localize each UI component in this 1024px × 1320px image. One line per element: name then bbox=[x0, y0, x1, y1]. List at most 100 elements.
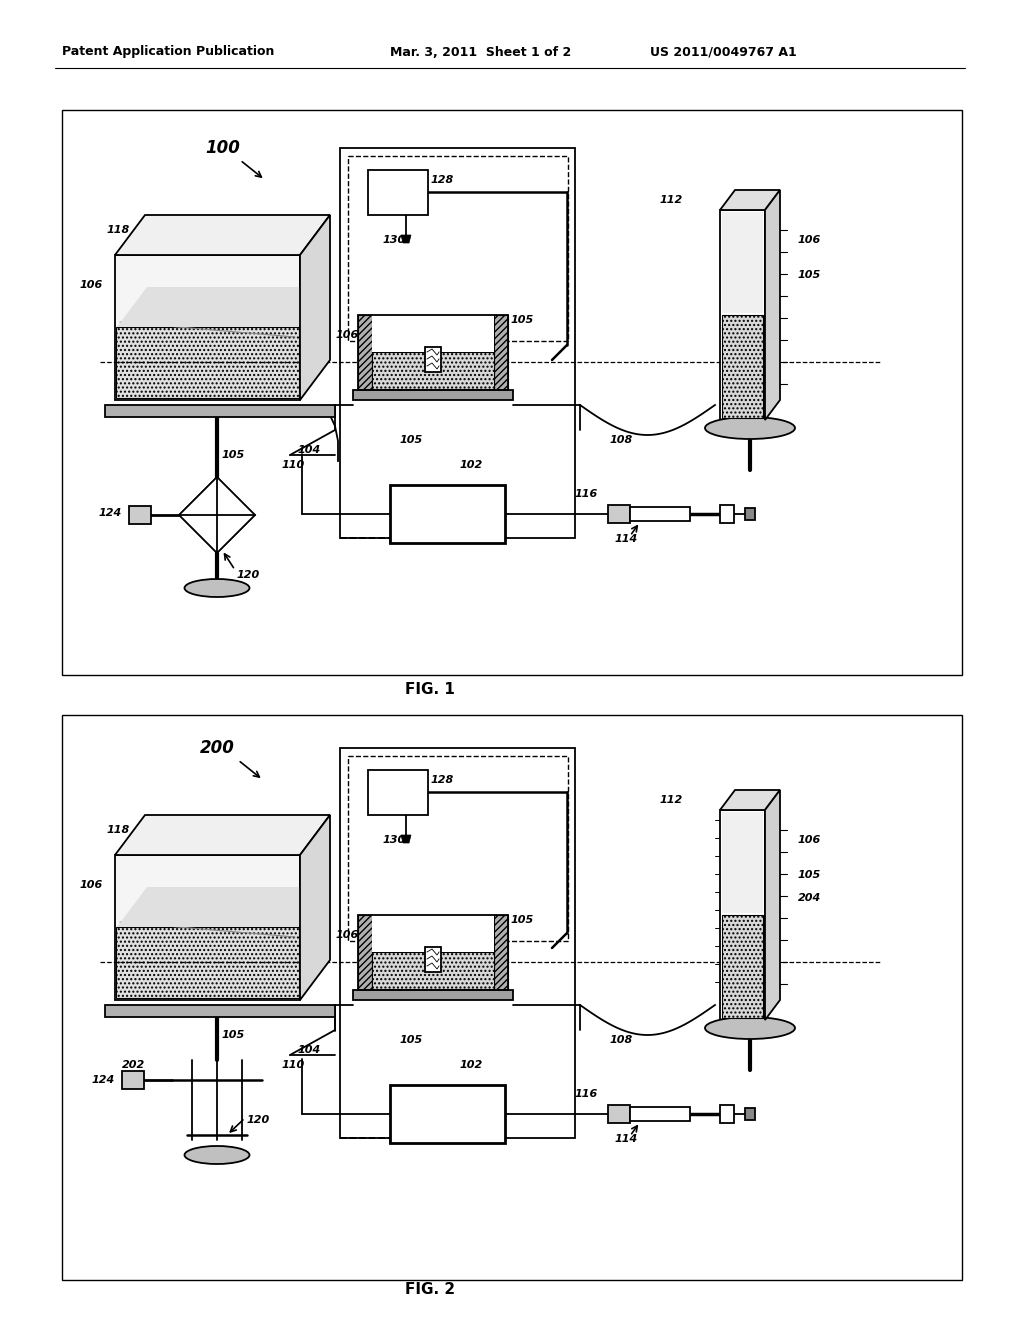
Text: 116: 116 bbox=[575, 1089, 598, 1100]
Text: FIG. 1: FIG. 1 bbox=[406, 682, 455, 697]
Polygon shape bbox=[300, 814, 330, 1001]
Bar bbox=[116, 855, 299, 927]
Text: 108: 108 bbox=[610, 1035, 633, 1045]
Polygon shape bbox=[765, 190, 780, 420]
Text: 116: 116 bbox=[575, 488, 598, 499]
Bar bbox=[348, 756, 568, 941]
Bar bbox=[722, 812, 763, 913]
Text: 118: 118 bbox=[106, 224, 130, 235]
Bar bbox=[62, 715, 962, 1280]
Polygon shape bbox=[115, 814, 330, 855]
Bar bbox=[390, 1085, 505, 1143]
Text: 106: 106 bbox=[798, 836, 821, 845]
Text: Mar. 3, 2011  Sheet 1 of 2: Mar. 3, 2011 Sheet 1 of 2 bbox=[390, 45, 571, 58]
Text: 110: 110 bbox=[282, 1060, 305, 1071]
Text: 124: 124 bbox=[99, 508, 122, 517]
Bar bbox=[608, 1105, 630, 1123]
Polygon shape bbox=[401, 836, 411, 843]
Text: 130: 130 bbox=[383, 836, 407, 845]
Bar bbox=[340, 148, 575, 539]
Bar bbox=[122, 1071, 144, 1089]
Text: 110: 110 bbox=[282, 459, 305, 470]
Polygon shape bbox=[179, 477, 255, 553]
Polygon shape bbox=[401, 235, 411, 243]
Bar bbox=[353, 990, 513, 1001]
Bar bbox=[340, 748, 575, 1138]
Polygon shape bbox=[765, 789, 780, 1020]
Text: 105: 105 bbox=[222, 1030, 246, 1040]
Bar bbox=[372, 952, 494, 989]
Text: 105: 105 bbox=[511, 915, 535, 925]
Bar bbox=[105, 1005, 335, 1016]
Text: 112: 112 bbox=[660, 795, 683, 805]
Text: 102: 102 bbox=[460, 1060, 483, 1071]
Ellipse shape bbox=[184, 579, 250, 597]
Text: 100: 100 bbox=[205, 139, 240, 157]
Bar bbox=[720, 506, 734, 523]
Bar bbox=[494, 915, 508, 990]
Bar bbox=[608, 506, 630, 523]
Text: 202: 202 bbox=[122, 1060, 145, 1071]
Ellipse shape bbox=[184, 1146, 250, 1164]
Bar bbox=[62, 110, 962, 675]
Bar bbox=[129, 506, 151, 524]
Bar bbox=[105, 405, 335, 417]
Text: 204: 204 bbox=[798, 894, 821, 903]
Text: 106: 106 bbox=[80, 880, 103, 890]
Text: Patent Application Publication: Patent Application Publication bbox=[62, 45, 274, 58]
Text: 105: 105 bbox=[511, 315, 535, 325]
Bar bbox=[722, 213, 763, 313]
Bar bbox=[745, 1107, 755, 1119]
Text: 104: 104 bbox=[298, 445, 322, 455]
Text: 105: 105 bbox=[798, 870, 821, 880]
Polygon shape bbox=[117, 887, 328, 927]
Text: US 2011/0049767 A1: US 2011/0049767 A1 bbox=[650, 45, 797, 58]
Bar bbox=[745, 508, 755, 520]
Bar bbox=[116, 927, 299, 998]
Bar bbox=[720, 810, 765, 1020]
Bar bbox=[372, 352, 494, 389]
Polygon shape bbox=[300, 215, 330, 400]
Text: 106: 106 bbox=[80, 280, 103, 290]
Bar bbox=[630, 1107, 690, 1121]
Bar bbox=[722, 915, 763, 1018]
Text: 126: 126 bbox=[432, 507, 462, 521]
Bar bbox=[358, 915, 372, 990]
Bar bbox=[348, 156, 568, 341]
Text: FIG. 2: FIG. 2 bbox=[404, 1283, 455, 1298]
Bar bbox=[358, 315, 372, 389]
Text: 105: 105 bbox=[400, 436, 423, 445]
Text: 104: 104 bbox=[298, 1045, 322, 1055]
Text: 106: 106 bbox=[336, 330, 359, 341]
Text: 120: 120 bbox=[247, 1115, 270, 1125]
Text: 105: 105 bbox=[222, 450, 246, 459]
Bar bbox=[372, 915, 494, 952]
Polygon shape bbox=[117, 286, 328, 327]
Text: 132: 132 bbox=[443, 352, 466, 362]
Bar bbox=[358, 915, 508, 990]
Text: 105: 105 bbox=[400, 1035, 423, 1045]
Bar bbox=[353, 389, 513, 400]
Bar bbox=[368, 770, 428, 814]
Ellipse shape bbox=[705, 1016, 795, 1039]
Bar bbox=[116, 256, 299, 326]
Bar bbox=[115, 255, 300, 400]
Polygon shape bbox=[720, 190, 780, 210]
Text: 120: 120 bbox=[237, 570, 260, 579]
Bar bbox=[720, 1105, 734, 1123]
Bar bbox=[368, 170, 428, 215]
Text: 102: 102 bbox=[460, 459, 483, 470]
Text: 108: 108 bbox=[610, 436, 633, 445]
Text: 128: 128 bbox=[431, 176, 455, 185]
Bar bbox=[358, 315, 508, 389]
Bar bbox=[630, 507, 690, 521]
Text: 106: 106 bbox=[798, 235, 821, 246]
Bar bbox=[722, 315, 763, 418]
Text: 124: 124 bbox=[92, 1074, 116, 1085]
Text: 130: 130 bbox=[383, 235, 407, 246]
Bar bbox=[720, 210, 765, 420]
Ellipse shape bbox=[705, 417, 795, 440]
Bar bbox=[494, 315, 508, 389]
Text: 118: 118 bbox=[106, 825, 130, 836]
Bar bbox=[425, 946, 441, 972]
